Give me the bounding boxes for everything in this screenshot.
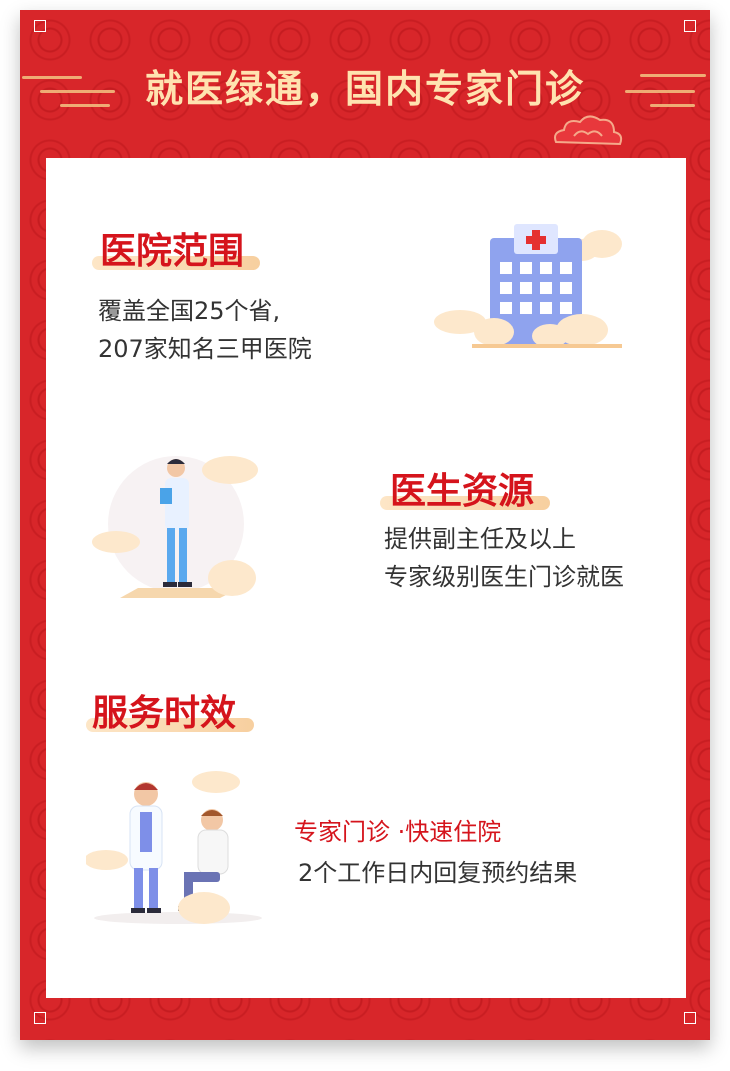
page-title: 就医绿通，国内专家门诊: [144, 67, 585, 111]
section-title-underline: [86, 718, 254, 732]
section-text-line: 专家级别医生门诊就医: [384, 563, 624, 591]
section-title-doctor-resources: 医生资源: [390, 471, 535, 512]
section-title-underline: [92, 256, 260, 270]
hospital-illustration-icon: [434, 224, 622, 348]
section-text-line: 207家知名三甲医院: [98, 335, 312, 363]
section-title-underline: [380, 496, 550, 510]
header-deco-line-right-3: [650, 104, 695, 107]
header-deco-line-left-1: [22, 76, 82, 79]
corner-mark-top-left: [34, 20, 46, 32]
section-text-line: 2个工作日内回复预约结果: [298, 859, 578, 887]
corner-mark-top-right: [684, 20, 696, 32]
header-deco-line-left-2: [40, 90, 115, 93]
cloud-ornament-icon: [554, 115, 623, 146]
section-title-hospital-scope: 医院范围: [100, 231, 245, 272]
section-text-line: 覆盖全国25个省,: [98, 297, 281, 325]
service-subtitle: 专家门诊 ·快速住院: [294, 818, 502, 846]
header-deco-line-right-2: [625, 90, 695, 93]
content-card: 医院范围 覆盖全国25个省, 207家知名三甲医院: [46, 158, 686, 998]
section-text-line: 提供副主任及以上: [384, 525, 576, 553]
header-deco-line-right-1: [640, 74, 706, 77]
corner-mark-bottom-left: [34, 1012, 46, 1024]
corner-mark-bottom-right: [684, 1012, 696, 1024]
header-deco-line-left-3: [60, 104, 110, 107]
section-title-service-time: 服务时效: [92, 693, 237, 734]
doctor-illustration-icon: [92, 456, 258, 598]
doctor-patient-illustration-icon: [86, 771, 262, 924]
